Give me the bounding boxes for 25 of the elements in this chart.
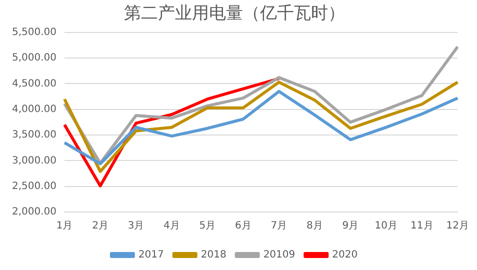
x-tick-label: 6月 xyxy=(235,220,252,232)
y-tick-label: 3,000.00 xyxy=(12,155,57,166)
y-tick-label: 4,500.00 xyxy=(12,78,57,90)
legend-label: 2017 xyxy=(138,250,164,261)
x-tick-label: 9月 xyxy=(342,220,359,232)
x-tick-label: 8月 xyxy=(306,220,323,232)
legend-label: 2020 xyxy=(332,250,358,261)
legend-label: 2018 xyxy=(200,250,226,261)
y-tick-label: 5,500.00 xyxy=(12,26,57,38)
x-tick-label: 5月 xyxy=(199,220,216,232)
y-tick-label: 2,000.00 xyxy=(12,206,57,218)
x-tick-label: 1月 xyxy=(56,220,73,232)
x-tick-label: 3月 xyxy=(128,220,144,232)
y-tick-label: 2,500.00 xyxy=(12,180,57,192)
y-tick-label: 4,000.00 xyxy=(12,104,57,115)
y-tick-label: 5,000.00 xyxy=(12,52,57,64)
x-tick-label: 10月 xyxy=(374,220,398,232)
legend-label: 20109 xyxy=(263,250,296,261)
x-tick-label: 7月 xyxy=(270,220,288,232)
y-tick-label: 3,500.00 xyxy=(12,130,57,141)
chart-title: 第二产业用电量（亿千瓦时） xyxy=(124,4,345,24)
x-tick-label: 11月 xyxy=(410,220,434,232)
x-tick-label: 2月 xyxy=(92,220,108,232)
x-tick-label: 4月 xyxy=(164,220,180,232)
x-tick-label: 12月 xyxy=(446,220,470,232)
